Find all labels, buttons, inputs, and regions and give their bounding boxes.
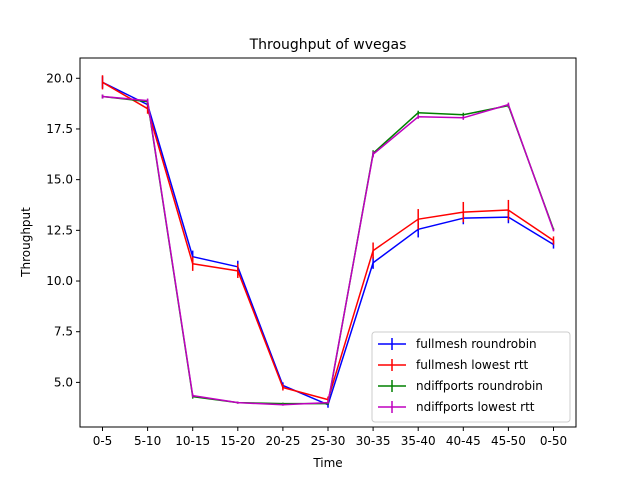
legend-label: fullmesh roundrobin bbox=[416, 337, 537, 351]
y-tick-label: 15.0 bbox=[46, 173, 73, 187]
y-tick-label: 10.0 bbox=[46, 274, 73, 288]
y-tick-label: 5.0 bbox=[54, 375, 73, 389]
chart-title: Throughput of wvegas bbox=[249, 37, 407, 53]
series-line bbox=[102, 95, 555, 406]
x-tick-label: 5-10 bbox=[134, 434, 161, 448]
x-tick-label: 45-50 bbox=[491, 434, 526, 448]
x-axis-title: Time bbox=[312, 456, 342, 470]
x-tick-label: 30-35 bbox=[356, 434, 391, 448]
x-tick-label: 40-45 bbox=[446, 434, 481, 448]
x-tick-label: 25-30 bbox=[311, 434, 346, 448]
y-axis-title: Throughput bbox=[19, 207, 33, 278]
x-tick-label: 35-40 bbox=[401, 434, 436, 448]
legend-box bbox=[371, 331, 571, 423]
y-tick-label: 17.5 bbox=[46, 122, 73, 136]
y-tick-label: 20.0 bbox=[46, 71, 73, 85]
x-tick-label: 10-15 bbox=[175, 434, 210, 448]
legend: fullmesh roundrobin fullmesh lowest rtt nd… bbox=[371, 331, 571, 423]
x-tick-label: 0-50 bbox=[540, 434, 567, 448]
legend-label: ndiffports lowest rtt bbox=[416, 400, 535, 414]
series-ndiffports-lowest-rtt bbox=[101, 94, 555, 406]
legend-label: ndiffports roundrobin bbox=[416, 379, 543, 393]
y-tick-label: 12.5 bbox=[46, 223, 73, 237]
x-tick-label: 0-5 bbox=[93, 434, 113, 448]
x-tick-label: 15-20 bbox=[220, 434, 255, 448]
legend-label: fullmesh lowest rtt bbox=[416, 358, 529, 372]
x-tick-label: 20-25 bbox=[265, 434, 300, 448]
y-tick-label: 7.5 bbox=[54, 325, 73, 339]
plot-frame bbox=[79, 57, 577, 428]
